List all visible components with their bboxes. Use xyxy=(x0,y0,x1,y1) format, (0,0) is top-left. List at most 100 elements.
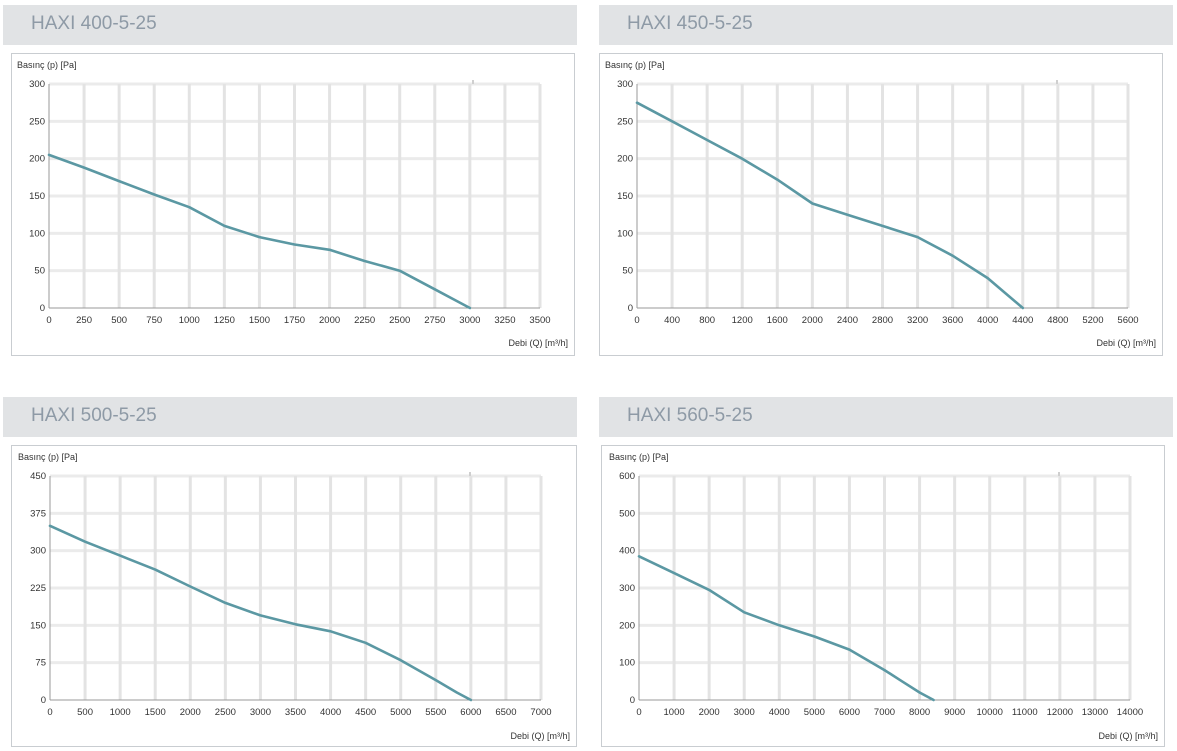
x-tick-label: 4000 xyxy=(320,707,341,718)
x-tick-label: 11000 xyxy=(1012,707,1038,718)
x-tick-label: 6000 xyxy=(839,707,860,718)
series-line xyxy=(637,555,935,702)
series-line xyxy=(48,524,473,702)
x-tick-label: 13000 xyxy=(1082,707,1108,718)
x-tick-label: 1250 xyxy=(214,315,235,326)
y-axis-label: Basınç (p) [Pa] xyxy=(605,60,665,70)
y-tick-label: 500 xyxy=(619,508,635,519)
x-tick-label: 0 xyxy=(47,707,52,718)
x-tick-label: 2000 xyxy=(802,315,823,326)
y-tick-label: 0 xyxy=(630,695,635,706)
x-tick-label: 7000 xyxy=(874,707,895,718)
x-axis-label: Debi (Q) [m³/h] xyxy=(1096,338,1156,348)
x-tick-label: 12000 xyxy=(1047,707,1073,718)
x-tick-label: 2500 xyxy=(389,315,410,326)
x-axis-label: Debi (Q) [m³/h] xyxy=(508,338,568,348)
x-tick-label: 4800 xyxy=(1047,315,1068,326)
y-axis-label: Basınç (p) [Pa] xyxy=(18,452,78,462)
x-tick-label: 1000 xyxy=(179,315,200,326)
y-tick-label: 300 xyxy=(29,79,45,90)
x-tick-label: 1000 xyxy=(110,707,131,718)
x-tick-label: 5000 xyxy=(804,707,825,718)
x-tick-label: 5500 xyxy=(425,707,446,718)
y-tick-label: 0 xyxy=(628,303,633,314)
x-tick-label: 4500 xyxy=(355,707,376,718)
chart-frame: 0 50 100 150 200 250 300 0 400 800 1200 1600 2000 240… xyxy=(599,53,1163,356)
x-tick-label: 0 xyxy=(636,707,641,718)
chart-title: HAXI 400-5-25 xyxy=(3,5,577,45)
y-tick-label: 150 xyxy=(617,191,633,202)
x-tick-label: 500 xyxy=(77,707,93,718)
x-tick-label: 9000 xyxy=(944,707,965,718)
y-tick-label: 100 xyxy=(619,658,635,669)
x-tick-label: 1500 xyxy=(145,707,166,718)
y-tick-label: 100 xyxy=(29,228,45,239)
x-tick-label: 250 xyxy=(76,315,92,326)
x-axis-label: Debi (Q) [m³/h] xyxy=(1098,731,1158,741)
x-tick-label: 2500 xyxy=(215,707,236,718)
y-tick-label: 150 xyxy=(29,191,45,202)
y-tick-label: 0 xyxy=(40,303,45,314)
chart-frame: 0 50 100 150 200 250 300 0 250 500 750 1000 1250 1500… xyxy=(11,53,575,356)
y-tick-label: 250 xyxy=(617,116,633,127)
x-tick-label: 7000 xyxy=(530,707,551,718)
x-tick-label: 3000 xyxy=(734,707,755,718)
y-tick-label: 100 xyxy=(617,228,633,239)
x-tick-label: 2750 xyxy=(424,315,445,326)
x-tick-label: 1600 xyxy=(767,315,788,326)
x-tick-label: 0 xyxy=(46,315,51,326)
x-tick-label: 1000 xyxy=(664,707,685,718)
x-tick-label: 2800 xyxy=(872,315,893,326)
y-tick-label: 375 xyxy=(30,508,46,519)
x-tick-label: 5200 xyxy=(1082,315,1103,326)
x-tick-label: 500 xyxy=(111,315,127,326)
y-tick-label: 50 xyxy=(622,266,633,277)
x-tick-label: 1500 xyxy=(249,315,270,326)
x-axis-label: Debi (Q) [m³/h] xyxy=(510,731,570,741)
y-tick-label: 75 xyxy=(35,658,46,669)
y-axis-label: Basınç (p) [Pa] xyxy=(609,452,669,462)
x-tick-label: 6000 xyxy=(460,707,481,718)
y-tick-label: 300 xyxy=(619,583,635,594)
x-tick-label: 2250 xyxy=(354,315,375,326)
x-tick-label: 1750 xyxy=(284,315,305,326)
chart-title: HAXI 500-5-25 xyxy=(3,397,577,437)
x-tick-label: 1200 xyxy=(732,315,753,326)
x-tick-label: 8000 xyxy=(909,707,930,718)
y-tick-label: 225 xyxy=(30,583,46,594)
x-tick-label: 3500 xyxy=(285,707,306,718)
x-tick-label: 3000 xyxy=(250,707,271,718)
x-tick-label: 4000 xyxy=(769,707,790,718)
x-tick-label: 400 xyxy=(664,315,680,326)
x-tick-label: 4400 xyxy=(1012,315,1033,326)
y-tick-label: 450 xyxy=(30,471,46,482)
chart-title: HAXI 560-5-25 xyxy=(599,397,1173,437)
x-tick-label: 6500 xyxy=(495,707,516,718)
x-tick-label: 10000 xyxy=(977,707,1003,718)
y-tick-label: 300 xyxy=(617,79,633,90)
series-line xyxy=(635,101,1025,310)
x-tick-label: 3500 xyxy=(529,315,550,326)
top-marker xyxy=(469,472,471,476)
y-tick-label: 0 xyxy=(41,695,46,706)
chart-title: HAXI 450-5-25 xyxy=(599,5,1173,45)
x-tick-label: 3600 xyxy=(942,315,963,326)
x-tick-label: 14000 xyxy=(1117,707,1143,718)
x-tick-label: 2000 xyxy=(180,707,201,718)
y-tick-label: 250 xyxy=(29,116,45,127)
top-marker xyxy=(1058,472,1060,476)
x-tick-label: 3200 xyxy=(907,315,928,326)
y-tick-label: 200 xyxy=(29,154,45,165)
x-tick-label: 750 xyxy=(146,315,162,326)
x-tick-label: 5000 xyxy=(390,707,411,718)
x-tick-label: 2000 xyxy=(699,707,720,718)
series-line xyxy=(47,153,472,310)
x-tick-label: 0 xyxy=(634,315,639,326)
top-marker xyxy=(1056,80,1058,84)
chart-frame: 0 75 150 225 300 375 450 0 500 1000 1500 2000 2500 30… xyxy=(11,445,577,747)
chart-frame: 0 100 200 300 400 500 600 0 1000 2000 3000 4000 5000… xyxy=(601,445,1165,747)
y-tick-label: 200 xyxy=(617,154,633,165)
y-tick-label: 400 xyxy=(619,546,635,557)
